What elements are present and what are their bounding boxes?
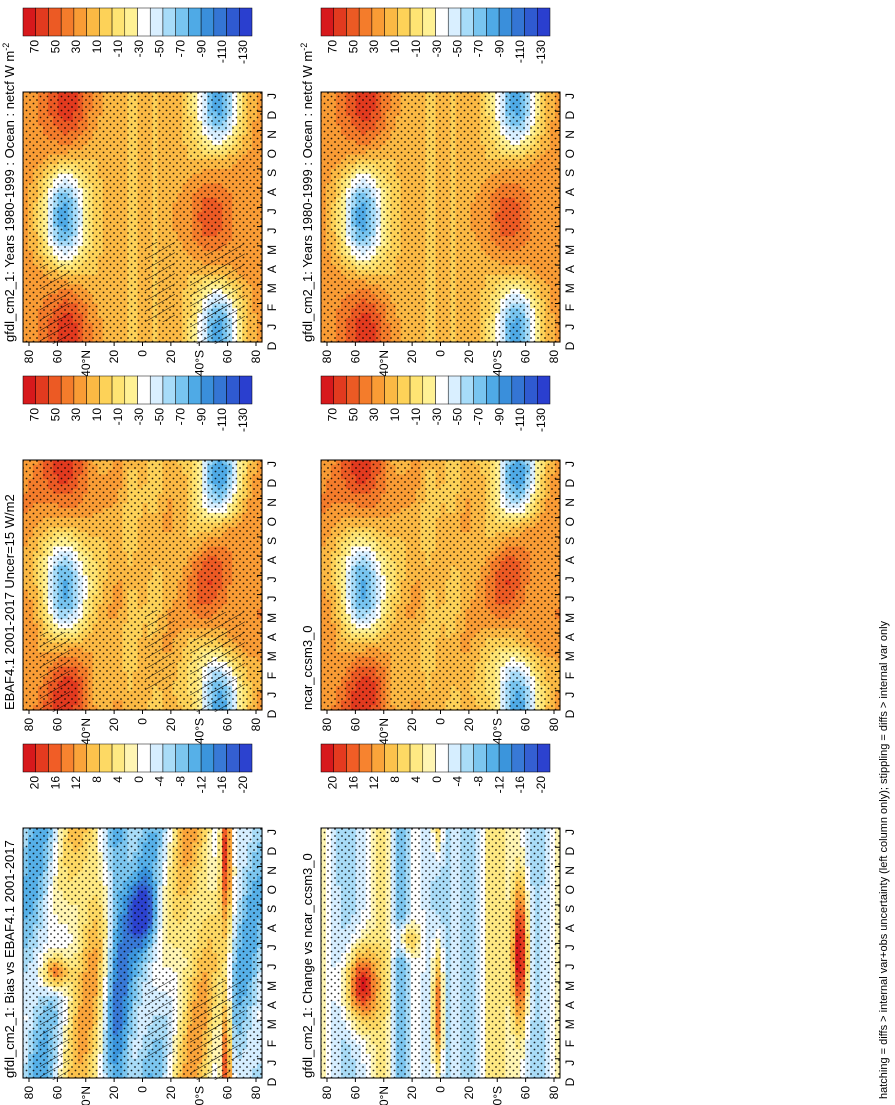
colorbar-label: -50 [153,40,167,58]
colorbar-box [162,7,176,37]
y-tick-label: 20 [107,350,121,364]
y-tick-label: 20 [164,350,178,364]
x-tick-label: D [265,111,279,120]
colorbar-box [124,7,138,37]
y-tick-label: 60 [50,350,64,364]
x-tick-label: N [265,130,279,139]
colorbar-label: 10 [90,40,104,54]
colorbar-label: -10 [111,40,125,58]
y-tick-label: 0 [136,350,150,357]
x-tick-label: A [265,265,279,273]
colorbar-box [99,7,113,37]
panels-layer: D J F M A M J J A S O N D J 80 60 40°N 20 0 20 40°S 60 80 gfdl_… [1,7,577,1105]
y-tick-label: 80 [22,350,36,364]
colorbar-box [149,7,164,37]
colorbar-box [188,7,202,37]
panel-p1: D J F M A M J J A S O N D J 80 60 40°N 20 0 20 40°S 60 80 gfdl_… [1,7,279,377]
colorbar-label: 30 [69,40,83,54]
x-tick-label: O [265,149,279,158]
colorbar-label: 50 [48,40,62,54]
hatching-overlay [40,242,245,344]
x-tick-label: J [265,93,279,99]
panel-title-superscript: -2 [1,43,11,51]
colorbar-box [22,7,36,37]
colorbar-box [86,7,100,37]
colorbar-box [35,7,49,37]
hatch-region [145,242,175,322]
colorbar: 70 50 30 10 -10 -30 -50 -70 -90 -110 -130 [22,7,253,64]
x-tick-label: J [265,208,279,214]
colorbar-box [239,7,253,37]
y-tick-label: 40°N [79,350,93,377]
colorbar-box [175,7,189,37]
colorbar-box [213,7,227,37]
colorbar-label: -110 [215,40,229,63]
hatch-region [40,264,70,344]
colorbar-label: -70 [174,40,188,58]
x-tick-label: D [265,341,279,350]
x-tick-label: M [265,283,279,293]
y-tick-label: 60 [221,350,235,364]
x-tick-label: J [265,324,279,330]
x-tick-label: A [265,188,279,196]
colorbar-label: 70 [27,40,41,54]
y-tick-label: 40°S [192,350,206,376]
x-tick-label: F [265,304,279,311]
x-tick-label: M [265,245,279,255]
colorbar-label: -30 [132,40,146,58]
colorbar-box [111,7,126,37]
x-tick-label: J [265,228,279,234]
colorbar-box [137,7,151,37]
colorbar-box [200,7,215,37]
colorbar-box [48,7,62,37]
hatch-region [205,244,245,324]
colorbar-label: -90 [194,40,208,58]
x-tick-label: S [265,169,279,177]
colorbar-box [60,7,75,37]
panel-title: gfdl_cm2_1: Years 1980-1999 : Ocean : ne… [1,43,17,342]
colorbar-box [226,7,240,37]
colorbar-label: -130 [236,40,250,64]
colorbar-box [73,7,87,37]
y-tick-label: 80 [249,350,263,364]
